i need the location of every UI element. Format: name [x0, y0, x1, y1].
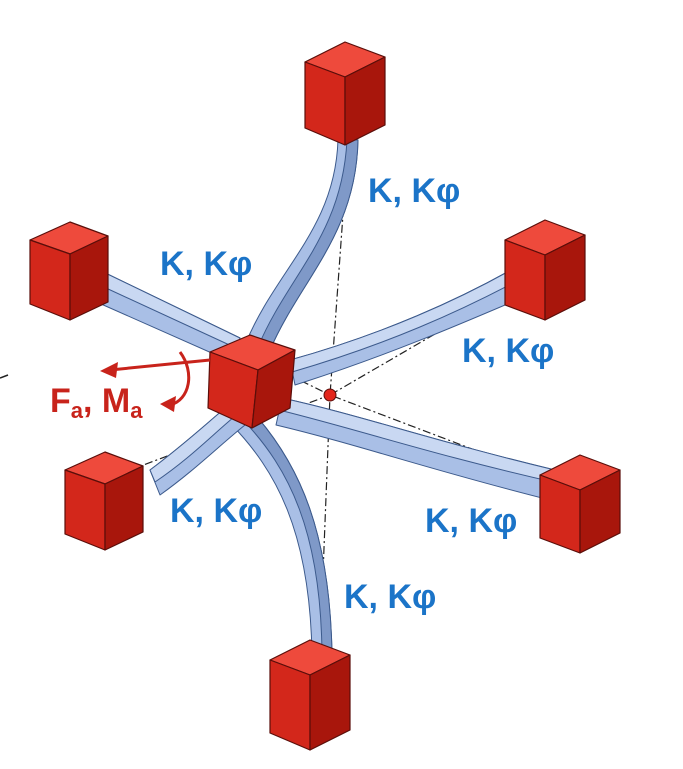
- moment-arrow-icon: [169, 351, 191, 407]
- stiffness-label-bottom: K, Kφ: [344, 578, 436, 616]
- flexure-beams: [91, 139, 556, 656]
- force-arrow-icon: [100, 362, 118, 378]
- center-point-icon: [323, 388, 337, 402]
- stiffness-label-upper-left: K, Kφ: [160, 245, 252, 283]
- stiffness-label-lower-left: K, Kφ: [170, 492, 262, 530]
- anchor-cube-upper-left: [29, 221, 109, 321]
- anchor-cube-upper-right: [504, 219, 586, 321]
- anchor-cube-right: [539, 454, 621, 554]
- anchor-cube-lower-left: [64, 451, 144, 551]
- stiffness-label-right: K, Kφ: [425, 502, 517, 540]
- stiffness-label-upper-right: K, Kφ: [462, 332, 554, 370]
- stiffness-label-top: K, Kφ: [368, 172, 460, 210]
- anchor-cube-bottom: [269, 639, 351, 751]
- load-label: Fa, Ma: [50, 382, 143, 423]
- load-arrows: [0, 351, 211, 412]
- central-platform-cube: [207, 334, 296, 429]
- anchor-cube-top: [304, 41, 386, 146]
